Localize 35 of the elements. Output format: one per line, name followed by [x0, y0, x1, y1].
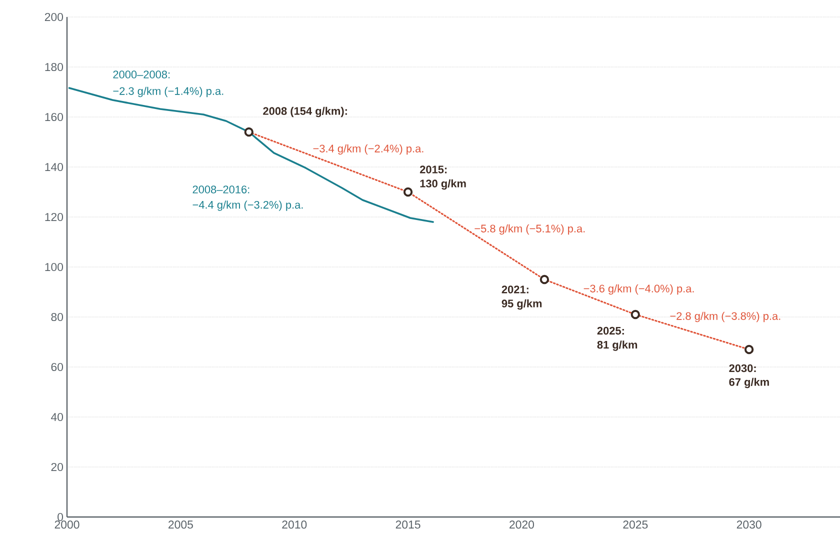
- y-tick-label: 80: [51, 312, 64, 322]
- annotation: 81 g/km: [597, 340, 638, 351]
- x-tick-label: 2030: [736, 520, 762, 529]
- annotation: 2015:: [420, 166, 447, 174]
- annotation: 67 g/km: [729, 378, 769, 388]
- annotation: 2030:: [729, 364, 756, 372]
- x-tick-label: 2000: [54, 520, 80, 529]
- annotation: 130 g/km: [420, 179, 466, 190]
- annotation: −2.8 g/km (−3.8%) p.a.: [670, 312, 780, 322]
- y-tick-label: 40: [51, 412, 64, 422]
- y-tick-label: 60: [51, 362, 64, 372]
- annotation: −3.6 g/km (−4.0%) p.a.: [584, 284, 694, 295]
- y-tick-label: 180: [45, 62, 64, 72]
- y-tick-label: 160: [45, 112, 64, 122]
- annotation: 2000–2008:: [113, 70, 170, 78]
- x-tick-label: 2015: [396, 520, 420, 529]
- x-tick-label: 2025: [623, 520, 648, 529]
- x-tick-label: 2020: [510, 520, 534, 529]
- annotation: 2025:: [597, 326, 624, 335]
- annotation: −2.3 g/km (−1.4%) p.a.: [113, 86, 224, 98]
- annotation: −4.4 g/km (−3.2%) p.a.: [192, 200, 303, 211]
- y-tick-label: 140: [45, 162, 64, 172]
- annotation: 2021:: [502, 286, 528, 294]
- y-tick-label: 100: [45, 262, 64, 272]
- x-tick-label: 2005: [168, 520, 193, 529]
- y-tick-label: 0: [58, 512, 64, 522]
- y-tick-label: 120: [45, 212, 64, 222]
- y-tick-label: 200: [44, 12, 64, 22]
- annotation: 95 g/km: [502, 299, 542, 310]
- annotation: −3.4 g/km (−2.4%) p.a.: [313, 144, 424, 155]
- annotation: 2008–2016:: [192, 186, 250, 194]
- x-tick-label: 2010: [282, 520, 307, 529]
- annotation: −5.8 g/km (−5.1%) p.a.: [474, 224, 585, 235]
- annotation: 2008 (154 g/km):: [263, 106, 347, 118]
- y-tick-label: 20: [51, 462, 64, 472]
